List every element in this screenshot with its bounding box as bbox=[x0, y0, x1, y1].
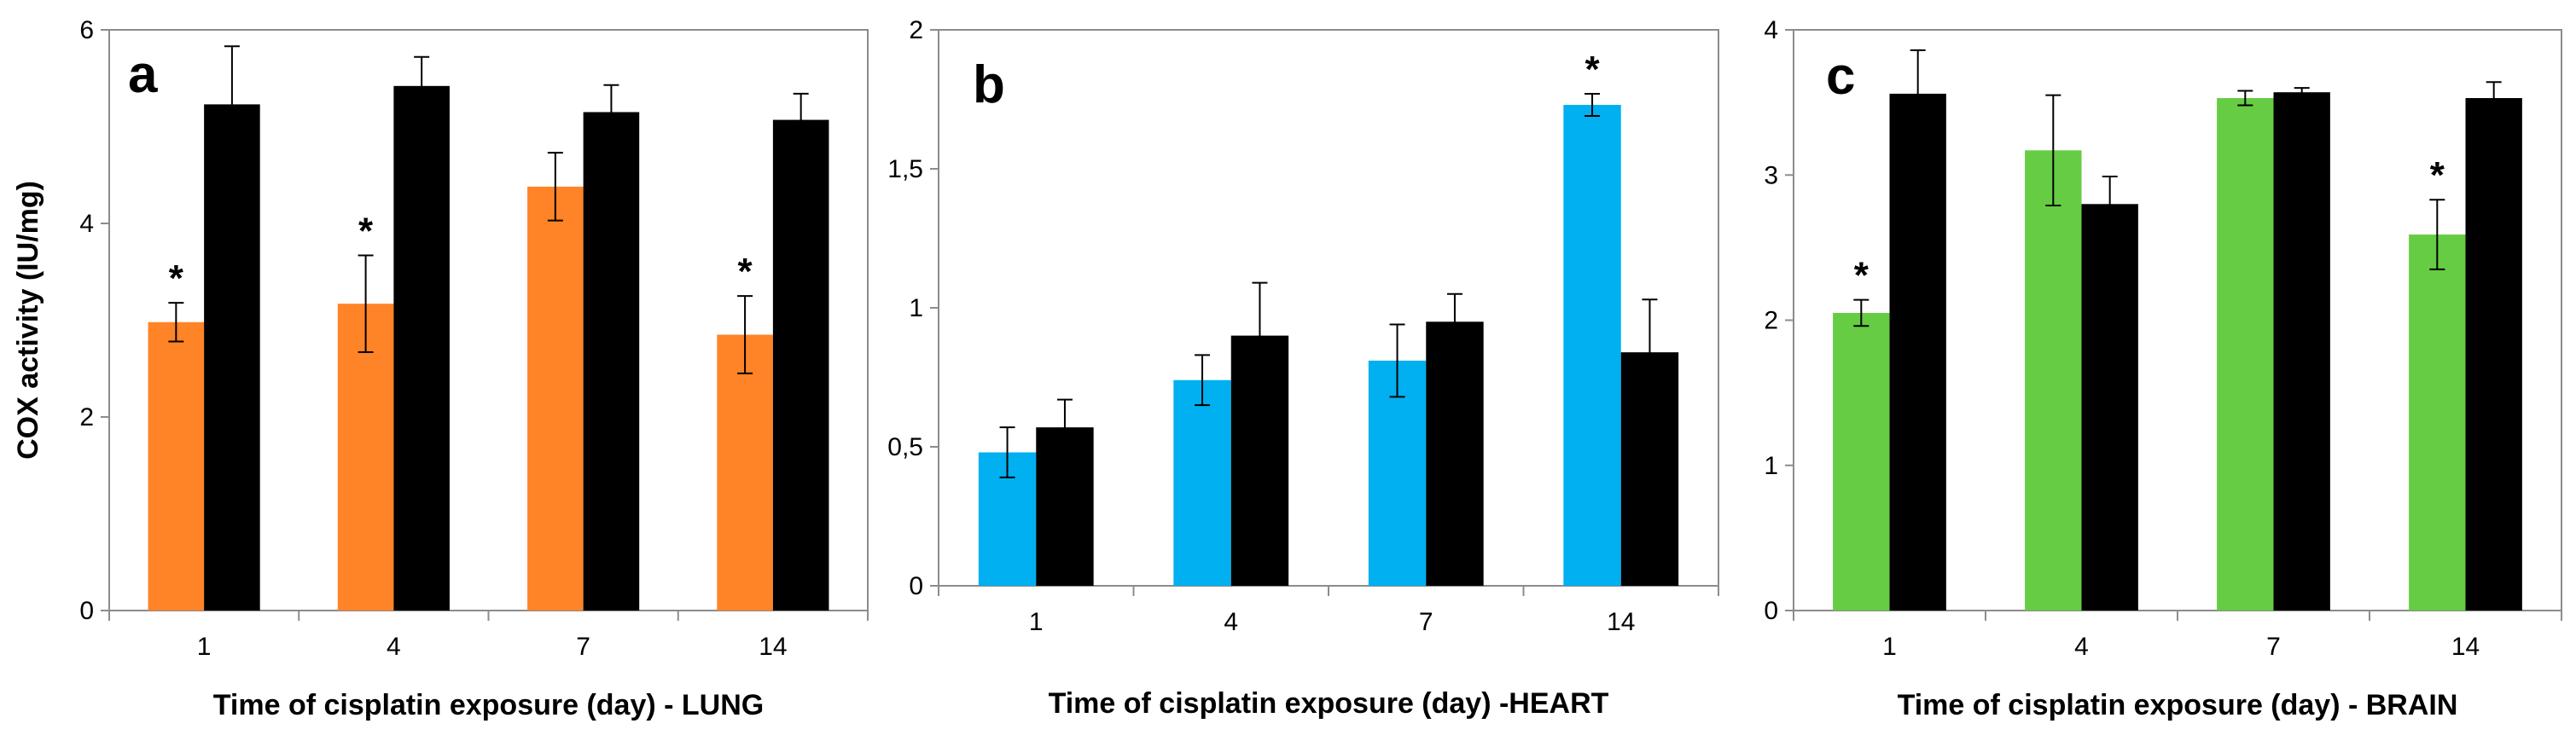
y-tick-label: 1,5 bbox=[887, 155, 923, 183]
x-tick-label: 14 bbox=[759, 633, 787, 661]
bar-cisplatin-4 bbox=[337, 304, 394, 611]
y-tick-label: 0 bbox=[79, 597, 94, 625]
bar-cisplatin-7 bbox=[527, 186, 584, 611]
bar-cisplatin-1 bbox=[148, 321, 205, 611]
significance-star: * bbox=[738, 251, 753, 292]
bar-control-14 bbox=[772, 119, 829, 611]
x-tick-label: 4 bbox=[387, 633, 401, 661]
bar-cisplatin-4 bbox=[1173, 379, 1231, 586]
x-axis-title: Time of cisplatin exposure (day) - LUNG bbox=[213, 689, 765, 721]
x-tick-label: 4 bbox=[1224, 608, 1238, 636]
x-axis-title: Time of cisplatin exposure (day) -HEART bbox=[1049, 687, 1609, 720]
x-tick-label: 14 bbox=[2451, 633, 2480, 661]
bar-control-7 bbox=[2273, 92, 2330, 611]
bar-cisplatin-7 bbox=[1368, 360, 1427, 586]
bar-cisplatin-14 bbox=[1563, 105, 1621, 586]
bar-control-1 bbox=[204, 104, 260, 611]
x-tick-label: 1 bbox=[1029, 608, 1044, 636]
y-tick-label: 2 bbox=[1764, 307, 1778, 335]
bar-control-1 bbox=[1889, 93, 1946, 611]
significance-star: * bbox=[2430, 154, 2445, 196]
significance-star: * bbox=[1585, 49, 1600, 90]
bar-control-14 bbox=[2465, 98, 2522, 611]
x-tick-label: 1 bbox=[197, 633, 212, 661]
y-tick-label: 1 bbox=[1764, 452, 1778, 480]
bar-control-7 bbox=[1426, 321, 1484, 586]
y-tick-label: 0 bbox=[909, 572, 923, 600]
y-axis-title: COX activity (IU/mg) bbox=[12, 181, 44, 460]
panel-letter: a bbox=[128, 45, 158, 104]
y-tick-label: 4 bbox=[79, 210, 94, 238]
x-tick-label: 7 bbox=[1419, 608, 1433, 636]
y-tick-label: 0,5 bbox=[887, 433, 923, 461]
y-tick-label: 6 bbox=[79, 16, 94, 44]
x-tick-label: 1 bbox=[1882, 633, 1897, 661]
bar-cisplatin-4 bbox=[2025, 150, 2082, 611]
significance-star: * bbox=[358, 210, 374, 252]
significance-star: * bbox=[1854, 255, 1869, 297]
panel-letter: b bbox=[973, 55, 1005, 114]
bar-cisplatin-14 bbox=[717, 334, 773, 611]
y-tick-label: 2 bbox=[909, 16, 923, 44]
y-tick-label: 1 bbox=[909, 294, 923, 322]
bar-cisplatin-14 bbox=[2409, 234, 2466, 611]
bar-control-4 bbox=[2081, 204, 2138, 611]
y-tick-label: 3 bbox=[1764, 161, 1778, 189]
x-tick-label: 7 bbox=[576, 633, 590, 661]
bar-control-4 bbox=[393, 85, 450, 611]
y-tick-label: 2 bbox=[79, 403, 94, 431]
x-axis-title: Time of cisplatin exposure (day) - BRAIN bbox=[1898, 689, 2458, 721]
panel-letter: c bbox=[1826, 47, 1855, 106]
x-tick-label: 7 bbox=[2266, 633, 2281, 661]
bar-control-7 bbox=[583, 112, 640, 611]
bar-cisplatin-7 bbox=[2217, 98, 2274, 611]
bar-cisplatin-1 bbox=[1833, 312, 1890, 611]
x-tick-label: 4 bbox=[2074, 633, 2089, 661]
y-tick-label: 0 bbox=[1764, 597, 1778, 625]
x-tick-label: 14 bbox=[1607, 608, 1635, 636]
y-tick-label: 4 bbox=[1764, 16, 1778, 44]
significance-star: * bbox=[169, 258, 184, 299]
